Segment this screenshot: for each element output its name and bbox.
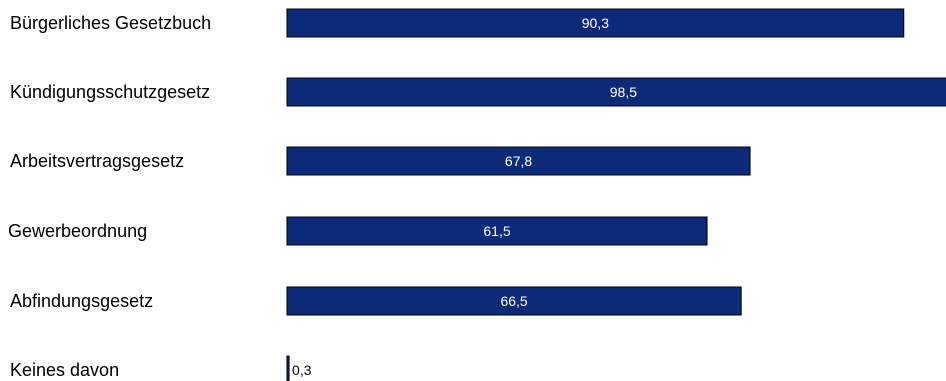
value-label-keines-davon: 0,3 <box>292 362 312 378</box>
bar-gewerbeordnung <box>286 216 708 246</box>
bar-buergerliches-gesetzbuch <box>286 8 905 38</box>
value-labels: 90,3 98,5 67,8 61,5 66,5 0,3 <box>292 15 637 378</box>
value-label-gewerbeordnung: 61,5 <box>483 223 510 239</box>
bar-keines-davon <box>286 355 290 381</box>
value-label-kuendigungsschutzgesetz: 98,5 <box>610 84 637 100</box>
bar-kuendigungsschutzgesetz <box>286 77 946 107</box>
category-label-abfindungsgesetz: Abfindungsgesetz <box>10 291 153 311</box>
bar-abfindungsgesetz <box>286 286 742 316</box>
bar-arbeitsvertragsgesetz <box>286 146 751 176</box>
category-labels: Bürgerliches Gesetzbuch Kündigungsschutzg… <box>8 13 211 380</box>
category-label-kuendigungsschutzgesetz: Kündigungsschutzgesetz <box>10 82 210 102</box>
category-label-buergerliches-gesetzbuch: Bürgerliches Gesetzbuch <box>10 13 211 33</box>
value-label-buergerliches-gesetzbuch: 90,3 <box>582 15 609 31</box>
category-label-keines-davon: Keines davon <box>10 360 119 380</box>
value-label-abfindungsgesetz: 66,5 <box>500 293 527 309</box>
value-label-arbeitsvertragsgesetz: 67,8 <box>505 153 532 169</box>
bars <box>286 8 946 381</box>
category-label-gewerbeordnung: Gewerbeordnung <box>8 221 147 241</box>
category-label-arbeitsvertragsgesetz: Arbeitsvertragsgesetz <box>10 151 184 171</box>
